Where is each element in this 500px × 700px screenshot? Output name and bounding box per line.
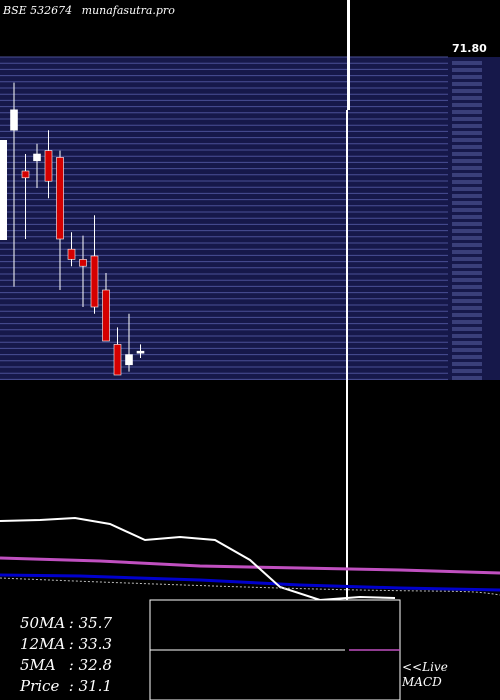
axis-tick-mark	[452, 313, 482, 317]
axis-tick-mark	[452, 355, 482, 359]
axis-tick-mark	[452, 236, 482, 240]
axis-tick-mark	[452, 96, 482, 100]
candle-body	[10, 109, 18, 131]
live-link-line2: MACD	[402, 675, 442, 689]
axis-tick-mark	[452, 292, 482, 296]
candle-body	[56, 157, 64, 240]
axis-tick-mark	[452, 250, 482, 254]
axis-tick-mark	[452, 124, 482, 128]
live-link-line1: <<Live	[402, 660, 448, 674]
axis-tick-mark	[452, 208, 482, 212]
axis-tick-mark	[452, 201, 482, 205]
candle-body	[44, 150, 53, 182]
axis-tick-mark	[452, 159, 482, 163]
stat-label: Price	[20, 677, 60, 695]
stat-price: Price : 31.1	[20, 677, 112, 695]
candle-body	[113, 344, 122, 376]
price-axis-top-label: 71.80	[452, 42, 487, 55]
axis-tick-mark	[452, 257, 482, 261]
ma-long-line	[0, 573, 500, 592]
stat-50ma: 50MA : 35.7	[20, 614, 112, 632]
axis-tick-mark	[452, 306, 482, 310]
axis-tick-mark	[452, 334, 482, 338]
axis-tick-mark	[452, 75, 482, 79]
axis-tick-mark	[452, 285, 482, 289]
candle-body	[125, 354, 133, 366]
axis-tick-mark	[452, 82, 482, 86]
axis-tick-mark	[452, 194, 482, 198]
axis-tick-mark	[452, 68, 482, 72]
stat-value: 35.7	[78, 614, 112, 632]
stat-label: 5MA	[20, 656, 56, 674]
axis-tick-mark	[452, 215, 482, 219]
candle-body	[79, 259, 87, 267]
vertical-marker-top	[347, 0, 350, 110]
candle-body	[90, 255, 99, 308]
axis-tick-mark	[452, 243, 482, 247]
candle-body	[136, 350, 145, 354]
ma-mid-line	[0, 556, 500, 575]
axis-tick-mark	[452, 173, 482, 177]
axis-tick-mark	[452, 131, 482, 135]
axis-tick-mark	[452, 110, 482, 114]
stat-5ma: 5MA : 32.8	[20, 656, 112, 674]
axis-tick-mark	[452, 348, 482, 352]
stat-value: 33.3	[78, 635, 112, 653]
axis-tick-mark	[452, 103, 482, 107]
axis-tick-mark	[452, 278, 482, 282]
axis-tick-mark	[452, 222, 482, 226]
axis-tick-mark	[452, 299, 482, 303]
axis-tick-mark	[452, 271, 482, 275]
stat-label: 50MA	[20, 614, 66, 632]
live-macd-link[interactable]: <<Live MACD	[402, 660, 448, 690]
axis-tick-mark	[452, 341, 482, 345]
site-name: munafasutra.pro	[81, 4, 175, 17]
axis-tick-mark	[452, 89, 482, 93]
axis-tick-mark	[452, 362, 482, 366]
axis-tick-mark	[452, 369, 482, 373]
axis-tick-mark	[452, 187, 482, 191]
axis-tick-mark	[452, 166, 482, 170]
axis-tick-mark	[452, 264, 482, 268]
stat-label: 12MA	[20, 635, 66, 653]
axis-tick-mark	[452, 117, 482, 121]
candle-body	[67, 248, 76, 260]
dotted-trend-line	[0, 577, 500, 596]
axis-tick-mark	[452, 327, 482, 331]
axis-tick-mark	[452, 152, 482, 156]
axis-tick-mark	[452, 61, 482, 65]
axis-tick-mark	[452, 376, 482, 380]
candle-body	[21, 170, 30, 179]
axis-tick-mark	[452, 320, 482, 324]
candle-body	[102, 289, 110, 342]
axis-tick-mark	[452, 180, 482, 184]
axis-tick-mark	[452, 229, 482, 233]
left-volume-bar	[0, 140, 7, 240]
axis-tick-mark	[452, 145, 482, 149]
stat-value: 31.1	[78, 677, 112, 695]
vertical-marker	[346, 110, 348, 650]
axis-tick-mark	[452, 138, 482, 142]
exchange-code: BSE 532674	[3, 4, 73, 17]
stat-12ma: 12MA : 33.3	[20, 635, 112, 653]
stat-value: 32.8	[78, 656, 112, 674]
chart-header: BSE 532674 munafasutra.pro	[3, 4, 181, 17]
candle-body	[33, 153, 41, 162]
